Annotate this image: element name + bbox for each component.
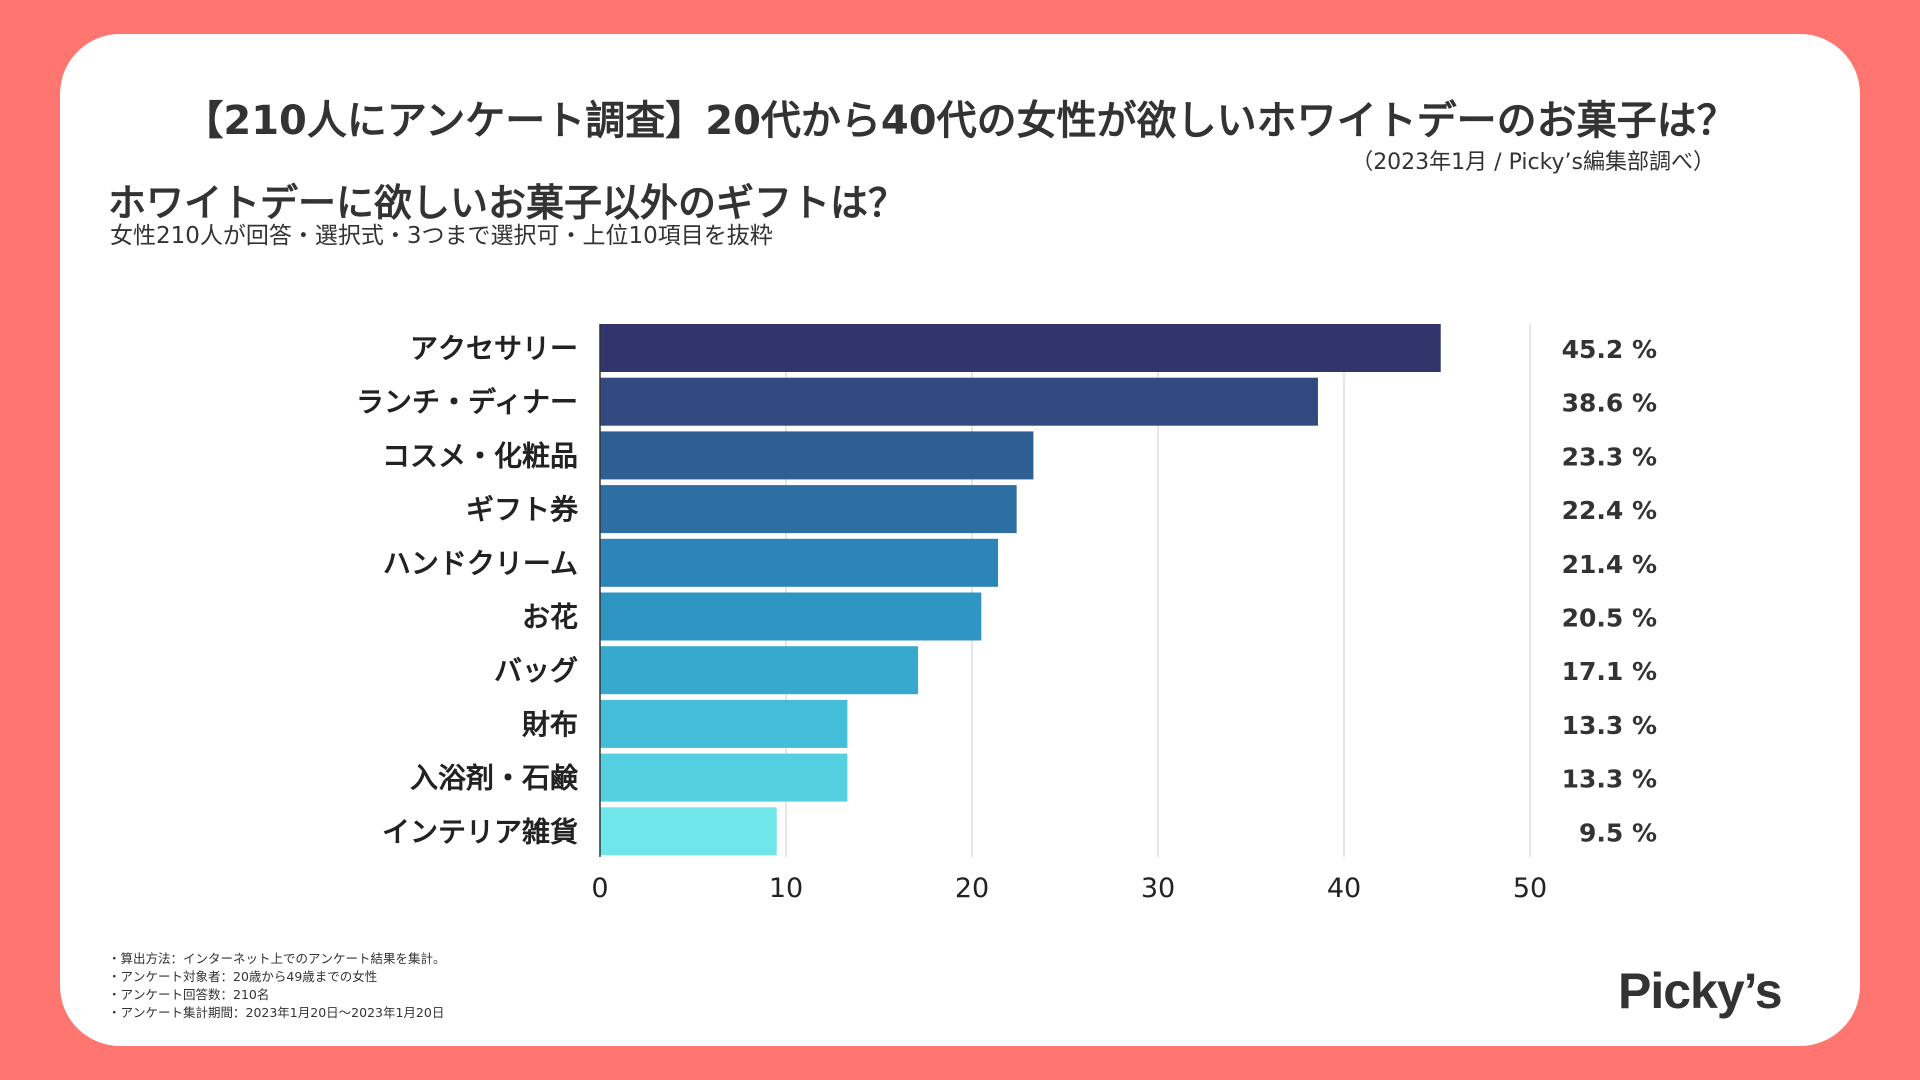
value-label: 45.2 % [1562, 335, 1657, 364]
value-label: 13.3 % [1562, 765, 1657, 794]
bar [600, 431, 1034, 480]
category-label: アクセサリー [410, 332, 578, 365]
category-label: お花 [522, 601, 578, 634]
bar [600, 646, 919, 695]
value-label: 9.5 % [1579, 818, 1657, 847]
category-label: インテリア雑貨 [382, 815, 578, 848]
value-label: 13.3 % [1562, 711, 1657, 740]
footnote-method: ・算出方法：インターネット上でのアンケート結果を集計。 [108, 951, 446, 966]
x-tick-label: 20 [955, 873, 989, 904]
x-tick-label: 40 [1327, 873, 1361, 904]
category-label: バッグ [494, 654, 578, 687]
footnotes: ・算出方法：インターネット上でのアンケート結果を集計。 ・アンケート対象者：20… [108, 950, 446, 1022]
x-tick-label: 0 [591, 873, 608, 904]
value-label: 17.1 % [1562, 657, 1657, 686]
value-label: 20.5 % [1562, 604, 1657, 633]
category-label: ハンドクリーム [383, 547, 578, 580]
value-label: 21.4 % [1562, 550, 1657, 579]
footnote-period: ・アンケート集計期間：2023年1月20日〜2023年1月20日 [108, 1005, 445, 1020]
category-label: コスメ・化粧品 [382, 439, 578, 472]
x-tick-label: 30 [1141, 873, 1175, 904]
bar [600, 324, 1441, 372]
bar [600, 485, 1017, 534]
page-title: 【210人にアンケート調査】20代から40代の女性が欲しいホワイトデーのお菓子は… [183, 98, 1737, 144]
x-tick-label: 50 [1513, 873, 1547, 904]
category-label: ランチ・ディナー [356, 386, 578, 419]
bar [600, 753, 848, 802]
source-note: （2023年1月 / Picky’s編集部調べ） [1351, 150, 1715, 175]
footnote-target: ・アンケート対象者：20歳から49歳までの女性 [108, 969, 378, 984]
chart-subtitle: 女性210人が回答・選択式・3つまで選択可・上位10項目を抜粋 [110, 223, 773, 249]
bar [600, 592, 982, 641]
category-label: 入浴剤・石鹸 [410, 762, 579, 795]
x-tick-label: 10 [769, 873, 803, 904]
bar [600, 807, 777, 856]
category-label: ギフト券 [466, 493, 579, 526]
bar [600, 538, 999, 587]
bar [600, 699, 848, 748]
bar [600, 377, 1318, 426]
value-label: 22.4 % [1562, 496, 1657, 525]
value-label: 38.6 % [1562, 389, 1657, 418]
category-label: 財布 [522, 708, 578, 741]
chart-title: ホワイトデーに欲しいお菓子以外のギフトは？ [108, 181, 907, 225]
footnote-count: ・アンケート回答数：210名 [108, 987, 270, 1002]
value-label: 23.3 % [1562, 442, 1657, 471]
picky-logo: Picky’s [1618, 963, 1783, 1019]
